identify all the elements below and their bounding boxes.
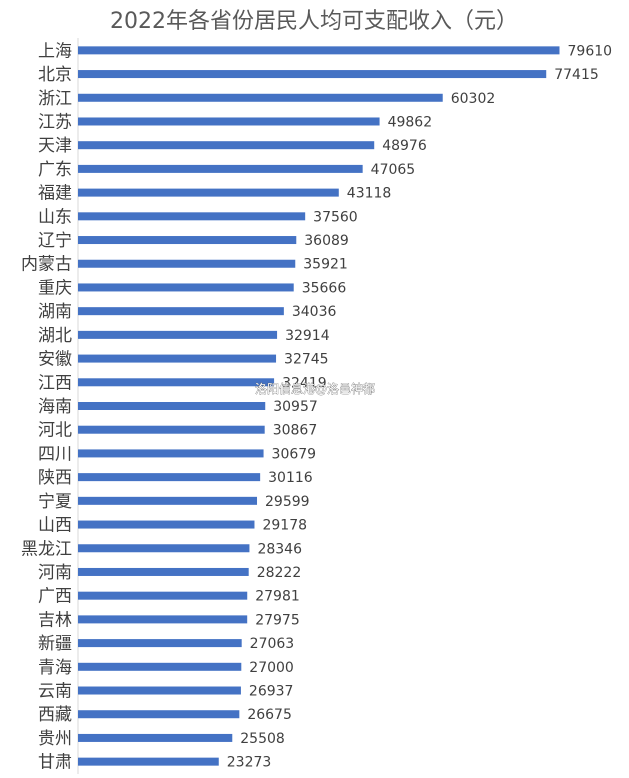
category-label: 天津 (38, 136, 72, 156)
category-label: 北京 (38, 65, 72, 85)
bar-江西 (78, 378, 275, 387)
data-label: 35921 (303, 257, 348, 273)
data-label: 30957 (273, 399, 318, 415)
watermark: 洛阳信息港@洛邑神都 (255, 381, 375, 396)
bar-西藏 (78, 710, 240, 719)
category-label: 陕西 (38, 468, 72, 488)
data-label: 23273 (227, 755, 272, 771)
data-label: 43118 (347, 186, 392, 202)
category-label: 江西 (38, 373, 72, 393)
data-label: 28222 (257, 565, 302, 581)
bar-福建 (78, 188, 339, 197)
data-label: 29178 (262, 518, 307, 534)
bar-广东 (78, 164, 363, 173)
data-label: 35666 (302, 280, 347, 296)
data-label: 60302 (451, 91, 496, 107)
category-label: 青海 (38, 658, 72, 678)
category-label: 贵州 (38, 729, 72, 749)
category-label: 河南 (38, 563, 72, 583)
bar-浙江 (78, 93, 443, 102)
category-label: 福建 (38, 184, 72, 204)
data-label: 25508 (240, 731, 285, 747)
category-label: 江苏 (38, 112, 72, 132)
bar-四川 (78, 449, 264, 458)
data-label: 28346 (257, 541, 302, 557)
category-label: 吉林 (38, 610, 72, 630)
category-label: 安徽 (38, 350, 72, 370)
data-label: 34036 (292, 304, 337, 320)
category-label: 上海 (38, 41, 72, 61)
bar-河北 (78, 425, 265, 434)
data-label: 37560 (313, 209, 358, 225)
chart-title: 2022年各省份居民人均可支配收入（元） (110, 9, 518, 34)
bars-group: 上海 79610 北京 77415 浙江 60302 江苏 49862 天津 48976 广东 470… (21, 41, 612, 772)
bar-辽宁 (78, 236, 297, 245)
data-label: 32914 (285, 328, 330, 344)
bar-北京 (78, 70, 547, 79)
data-label: 32745 (284, 352, 329, 368)
bar-内蒙古 (78, 259, 296, 268)
data-label: 30116 (268, 470, 313, 486)
category-label: 辽宁 (38, 231, 72, 251)
category-label: 广西 (38, 587, 72, 607)
data-label: 47065 (371, 162, 416, 178)
bar-湖北 (78, 330, 278, 339)
bar-安徽 (78, 354, 277, 363)
category-label: 浙江 (38, 89, 72, 109)
category-label: 甘肃 (38, 753, 72, 773)
bar-天津 (78, 141, 375, 150)
data-label: 29599 (265, 494, 310, 510)
category-label: 湖北 (38, 326, 72, 346)
bar-贵州 (78, 733, 233, 742)
data-label: 30679 (272, 446, 317, 462)
bar-湖南 (78, 307, 284, 316)
category-label: 新疆 (38, 634, 72, 654)
category-label: 宁夏 (38, 492, 72, 512)
category-label: 广东 (38, 160, 72, 180)
category-label: 河北 (38, 421, 72, 441)
bar-重庆 (78, 283, 294, 292)
bar-海南 (78, 402, 266, 410)
category-label: 重庆 (38, 278, 72, 298)
bar-青海 (78, 662, 242, 671)
data-label: 27975 (255, 612, 300, 628)
category-label: 山东 (38, 207, 72, 227)
bar-山西 (78, 520, 255, 529)
data-label: 32419 (282, 375, 327, 391)
data-label: 48976 (382, 138, 427, 154)
data-label: 27063 (250, 636, 295, 652)
bar-江苏 (78, 117, 380, 126)
category-label: 黑龙江 (21, 539, 72, 559)
data-label: 26937 (249, 684, 294, 700)
category-label: 海南 (38, 397, 72, 417)
data-label: 27000 (249, 660, 294, 676)
bar-宁夏 (78, 496, 258, 505)
category-label: 湖南 (38, 302, 72, 322)
category-label: 四川 (38, 444, 72, 464)
bar-新疆 (78, 639, 242, 648)
data-label: 30867 (273, 423, 318, 439)
category-label: 山西 (38, 516, 72, 536)
category-label: 内蒙古 (21, 255, 72, 275)
bar-黑龙江 (78, 544, 250, 553)
bar-河南 (78, 567, 249, 576)
data-label: 27981 (255, 589, 300, 605)
bar-陕西 (78, 473, 261, 482)
bar-云南 (78, 686, 241, 695)
bar-吉林 (78, 615, 248, 624)
category-label: 西藏 (38, 705, 72, 725)
bar-上海 (78, 46, 560, 55)
bar-山东 (78, 212, 306, 221)
category-label: 云南 (38, 682, 72, 702)
data-label: 49862 (388, 114, 433, 130)
data-label: 77415 (554, 67, 599, 83)
data-label: 26675 (247, 707, 292, 723)
data-label: 36089 (304, 233, 349, 249)
bar-广西 (78, 591, 248, 600)
data-label: 79610 (568, 43, 613, 59)
bar-甘肃 (78, 757, 219, 766)
